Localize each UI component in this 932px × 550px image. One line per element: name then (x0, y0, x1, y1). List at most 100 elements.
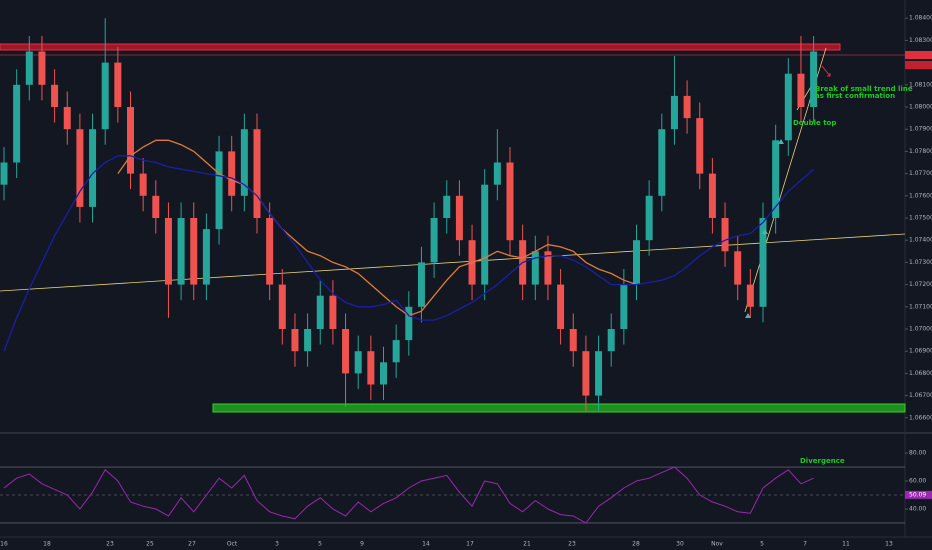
y-tick-label: 1.06800 (909, 370, 932, 377)
candle-body (392, 340, 400, 363)
y-tick-label: 1.07500 (909, 214, 932, 221)
y-tick-label: 1.07300 (909, 259, 932, 266)
candle-body (633, 240, 640, 285)
y-tick-label: 1.07600 (909, 192, 932, 199)
y-tick-label: 1.07400 (909, 237, 932, 244)
candle-body (164, 217, 172, 285)
x-tick-label: 3 (275, 541, 279, 548)
candle-body (190, 217, 198, 285)
candle-body (380, 362, 387, 385)
candle-body (810, 51, 818, 108)
candle-body (595, 351, 603, 396)
x-tick-label: Nov (711, 541, 723, 548)
candle-body (89, 129, 97, 207)
resistance-zone (0, 43, 841, 51)
candle-body (620, 284, 628, 329)
y-tick-label: 1.07000 (909, 325, 932, 332)
x-tick-label: 23 (568, 541, 576, 548)
candle-body (101, 62, 109, 130)
candle-body (645, 195, 653, 241)
annotation: Double top (793, 119, 836, 127)
x-tick-label: 13 (885, 541, 893, 548)
candle-body (493, 162, 501, 185)
candle-body (443, 195, 451, 218)
y-tick-label: 40.00 (909, 505, 926, 512)
y-tick-label: 1.07200 (909, 281, 932, 288)
candle-body (607, 328, 615, 352)
candle-body (670, 95, 678, 130)
trend-line (0, 233, 906, 292)
candle-body (544, 251, 552, 285)
y-tick-label: 1.08100 (909, 81, 932, 88)
candle-body (721, 217, 729, 252)
candle-body (683, 95, 691, 119)
y-tick-label: 1.07700 (909, 170, 932, 177)
value-marker (905, 490, 932, 499)
x-tick-label: 27 (188, 541, 196, 548)
y-tick-label: 1.06600 (909, 414, 932, 421)
price-marker (905, 51, 932, 59)
x-tick-label: 17 (466, 541, 474, 548)
candle-body (114, 62, 122, 108)
candle-body (569, 328, 577, 352)
y-tick-label: 1.06900 (909, 348, 932, 355)
candle-body (304, 328, 312, 352)
candle-body (797, 73, 805, 108)
candle-body (582, 351, 590, 396)
candle-body (367, 351, 375, 385)
x-tick-label: 25 (146, 541, 154, 548)
candle-body (51, 84, 59, 108)
candle-body (557, 284, 565, 329)
candle-body (240, 129, 248, 196)
candle-body (202, 229, 210, 285)
candle-body (291, 328, 299, 352)
y-tick-label: 80.00 (909, 450, 926, 457)
candle-body (405, 306, 413, 341)
support-zone (212, 403, 906, 413)
x-tick-label: Oct (227, 541, 238, 548)
candle-body (127, 107, 134, 174)
x-tick-label: 30 (676, 541, 684, 548)
y-tick-label: 60.00 (909, 478, 926, 485)
candle-body (266, 217, 274, 285)
line (3, 155, 815, 352)
candle-body (152, 195, 160, 218)
y-tick-label: 1.07800 (909, 148, 932, 155)
candle-body (734, 251, 742, 285)
candle-body (139, 173, 147, 196)
x-tick-label: 5 (318, 541, 322, 548)
candle-body (0, 162, 8, 185)
candle-body (177, 217, 185, 285)
annotation: as first confirmation (815, 92, 895, 100)
candle-body (746, 284, 754, 307)
x-tick-label: 9 (360, 541, 364, 548)
annotation: Divergence (800, 457, 845, 465)
arrow (821, 65, 831, 77)
candle-body (63, 107, 71, 130)
candle-body (430, 217, 438, 263)
x-tick-label: 7 (803, 541, 807, 548)
x-tick-label: 28 (632, 541, 640, 548)
candle-body (329, 295, 337, 329)
x-tick-label: 11 (842, 541, 850, 548)
candle-body (455, 195, 463, 241)
candle-body (708, 173, 716, 218)
candle-body (658, 129, 666, 196)
candle-body (354, 351, 362, 374)
line (117, 139, 637, 317)
candle-body (253, 129, 261, 218)
candle-body (506, 162, 514, 241)
candle-body (531, 251, 539, 285)
candle-body (784, 73, 792, 141)
candle-body (38, 51, 46, 85)
candle-body (772, 140, 780, 218)
y-tick-label: 1.08300 (909, 37, 932, 44)
y-tick-label: 1.06700 (909, 392, 932, 399)
x-tick-label: 5 (760, 541, 764, 548)
y-tick-label: 1.08000 (909, 104, 932, 111)
candle-body (278, 284, 286, 329)
line (3, 466, 814, 524)
annotation: Break of small trend line (815, 85, 913, 93)
x-tick-label: 14 (422, 541, 430, 548)
